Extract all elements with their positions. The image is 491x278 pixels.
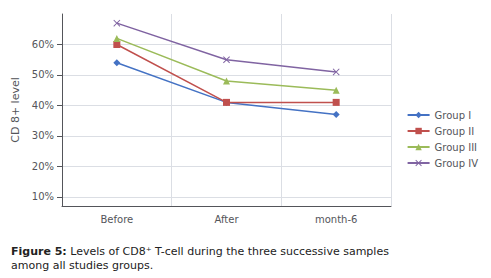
svg-text:CD 8+ level: CD 8+ level: [9, 77, 22, 143]
svg-text:10%: 10%: [32, 191, 54, 202]
svg-text:month-6: month-6: [315, 214, 357, 225]
svg-text:Before: Before: [100, 214, 133, 225]
svg-text:20%: 20%: [32, 161, 54, 172]
svg-text:Group IV: Group IV: [435, 158, 479, 169]
svg-text:Group III: Group III: [435, 142, 477, 153]
svg-text:After: After: [214, 214, 239, 225]
svg-text:50%: 50%: [32, 69, 54, 80]
svg-text:40%: 40%: [32, 100, 54, 111]
svg-text:60%: 60%: [32, 39, 54, 50]
svg-text:Group I: Group I: [435, 110, 472, 121]
svg-text:Figure 5:: Figure 5:: [11, 245, 67, 258]
svg-text:among all studies groups.: among all studies groups.: [11, 259, 153, 272]
svg-text:30%: 30%: [32, 130, 54, 141]
svg-text:Group II: Group II: [435, 126, 475, 137]
svg-text:Levels of CD8⁺ T-cell during t: Levels of CD8⁺ T-cell during the three s…: [70, 245, 389, 258]
